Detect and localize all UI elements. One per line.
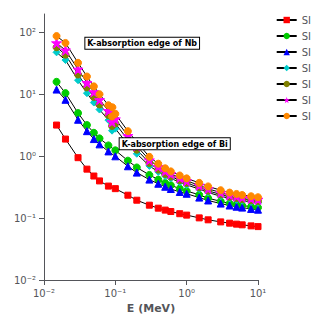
svg-text:10¹: 10¹ bbox=[250, 288, 267, 299]
svg-text:10¹: 10¹ bbox=[19, 89, 36, 100]
svg-text:SI: SI bbox=[302, 95, 311, 106]
svg-text:E (MeV): E (MeV) bbox=[127, 302, 175, 315]
svg-text:SI: SI bbox=[302, 47, 311, 58]
svg-text:SI: SI bbox=[302, 63, 311, 74]
svg-text:10⁻¹: 10⁻¹ bbox=[104, 288, 126, 299]
svg-text:10⁰: 10⁰ bbox=[19, 151, 36, 162]
svg-text:10⁻²: 10⁻² bbox=[14, 275, 36, 286]
svg-text:K-absorption edge of Nb: K-absorption edge of Nb bbox=[87, 39, 197, 48]
svg-text:10²: 10² bbox=[19, 27, 36, 38]
svg-text:SI: SI bbox=[302, 15, 311, 26]
svg-text:10⁰: 10⁰ bbox=[178, 288, 195, 299]
svg-text:K-absorption edge of Bi: K-absorption edge of Bi bbox=[122, 140, 228, 149]
svg-text:10⁻²: 10⁻² bbox=[33, 288, 55, 299]
svg-text:10⁻¹: 10⁻¹ bbox=[14, 213, 36, 224]
svg-text:SI: SI bbox=[302, 111, 311, 122]
svg-text:SI: SI bbox=[302, 79, 311, 90]
svg-text:SI: SI bbox=[302, 31, 311, 42]
